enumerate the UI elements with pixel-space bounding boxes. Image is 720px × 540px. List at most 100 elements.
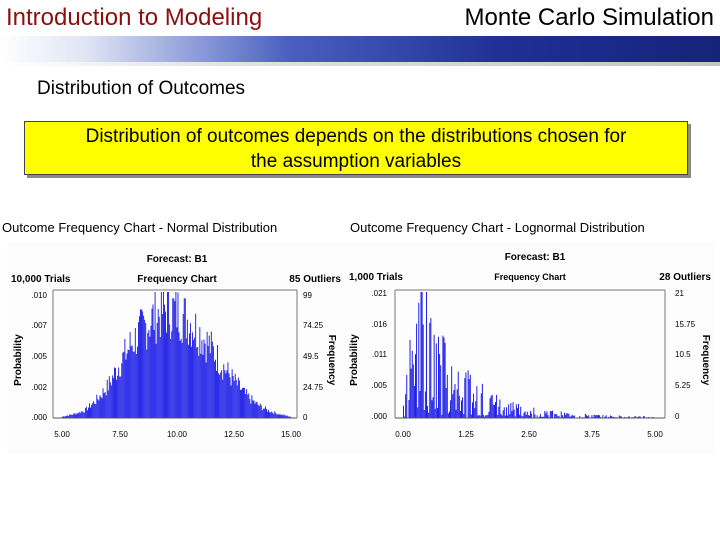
histogram-bar <box>637 416 639 418</box>
histogram-bar <box>429 322 431 418</box>
histogram-bar <box>207 346 209 418</box>
y-tick: .000 <box>31 413 47 422</box>
histogram-bar <box>146 349 148 418</box>
histogram-bar <box>125 359 127 418</box>
histogram-bar <box>538 416 540 418</box>
histogram-bar <box>556 414 558 418</box>
histogram-bar <box>445 387 447 418</box>
header-bar <box>0 36 720 62</box>
histogram-bar <box>227 362 229 418</box>
histogram-bar <box>584 413 586 418</box>
histogram-bar <box>469 374 471 418</box>
histogram-bar <box>118 367 120 418</box>
histogram-bar <box>462 397 464 418</box>
histogram-bar <box>74 413 76 418</box>
histogram-bar <box>220 372 222 418</box>
histogram-bar <box>410 368 412 418</box>
histogram-bar <box>566 413 568 418</box>
histogram-bar <box>229 377 231 418</box>
histogram-bar <box>560 411 562 418</box>
histogram-bar <box>168 292 170 418</box>
histogram-bar <box>188 333 190 418</box>
histogram-bar <box>411 350 413 418</box>
histogram-bar <box>453 390 455 418</box>
histogram-bar <box>174 301 176 418</box>
histogram-bar <box>154 292 156 418</box>
histogram-bar <box>173 298 175 418</box>
histogram-bar <box>75 414 77 418</box>
histogram-bar <box>279 414 281 418</box>
histogram-bar <box>193 339 195 418</box>
histogram-bar <box>76 413 78 418</box>
histogram-bar <box>218 373 220 418</box>
y2-tick: 15.75 <box>675 320 696 329</box>
histogram-bar <box>249 398 251 418</box>
histogram-bar <box>511 411 513 418</box>
histogram-bar <box>634 416 636 418</box>
histogram-bar <box>224 370 226 418</box>
histogram-bar <box>413 385 415 418</box>
histogram-bar <box>147 332 149 418</box>
histogram-bar <box>116 379 118 418</box>
histogram-bar <box>164 304 165 418</box>
histogram-bar <box>250 403 252 418</box>
histogram-bar <box>268 409 269 418</box>
histogram-bar <box>194 337 196 418</box>
y-tick: .005 <box>31 352 47 361</box>
histogram-bar <box>151 308 153 418</box>
normal-frequency-chart: Forecast: B1 10,000 Trials Frequency Cha… <box>7 242 345 454</box>
histogram-bar <box>545 413 547 418</box>
histogram-bar <box>281 414 283 418</box>
chart-title: Frequency Chart <box>494 272 566 282</box>
histogram-bar <box>186 319 188 418</box>
histogram-bar <box>141 309 142 418</box>
histogram-bar <box>562 416 564 418</box>
histogram-bar <box>261 409 263 418</box>
histogram-bar <box>284 415 286 418</box>
histogram-bar <box>97 399 99 418</box>
histogram-bar <box>558 415 560 418</box>
histogram-bar <box>271 411 273 418</box>
histogram-bar <box>542 416 544 418</box>
histogram-bar <box>585 415 587 418</box>
histogram-bar <box>282 415 284 418</box>
histogram-bar <box>423 410 425 418</box>
histogram-bar <box>565 414 567 418</box>
histogram-bar <box>276 414 278 418</box>
histogram-bar <box>508 404 510 418</box>
histogram-bar <box>273 413 275 418</box>
histogram-bar <box>420 292 422 418</box>
histogram-bar <box>131 345 133 418</box>
histogram-bar <box>91 405 93 418</box>
histogram-bar <box>115 367 116 418</box>
histogram-bar <box>95 403 97 418</box>
histogram-bar <box>133 351 135 418</box>
normal-bars <box>62 292 291 418</box>
histogram-bar <box>571 414 573 418</box>
histogram-bar <box>96 394 98 418</box>
histogram-bar <box>277 413 279 418</box>
header-left-title: Introduction to Modeling <box>6 4 263 31</box>
histogram-bar <box>128 350 130 418</box>
histogram-bar <box>450 400 452 418</box>
normal-chart-svg: Forecast: B1 10,000 Trials Frequency Cha… <box>7 242 345 454</box>
histogram-bar <box>65 416 66 418</box>
histogram-bar <box>166 332 167 418</box>
chart-outliers: 85 Outliers <box>289 274 341 285</box>
histogram-bar <box>236 385 238 418</box>
histogram-bar <box>613 416 615 418</box>
histogram-bar <box>552 410 553 418</box>
histogram-bar <box>475 401 477 418</box>
histogram-bar <box>572 415 574 418</box>
histogram-bar <box>519 414 521 418</box>
header-bar-shadow <box>0 62 720 66</box>
histogram-bar <box>199 327 201 418</box>
histogram-bar <box>510 402 512 418</box>
histogram-bar <box>162 292 164 418</box>
histogram-bar <box>70 414 72 418</box>
histogram-bar <box>567 413 569 418</box>
histogram-bar <box>110 385 112 418</box>
histogram-bar <box>82 412 84 418</box>
histogram-bar <box>561 415 563 418</box>
histogram-bar <box>98 400 100 418</box>
